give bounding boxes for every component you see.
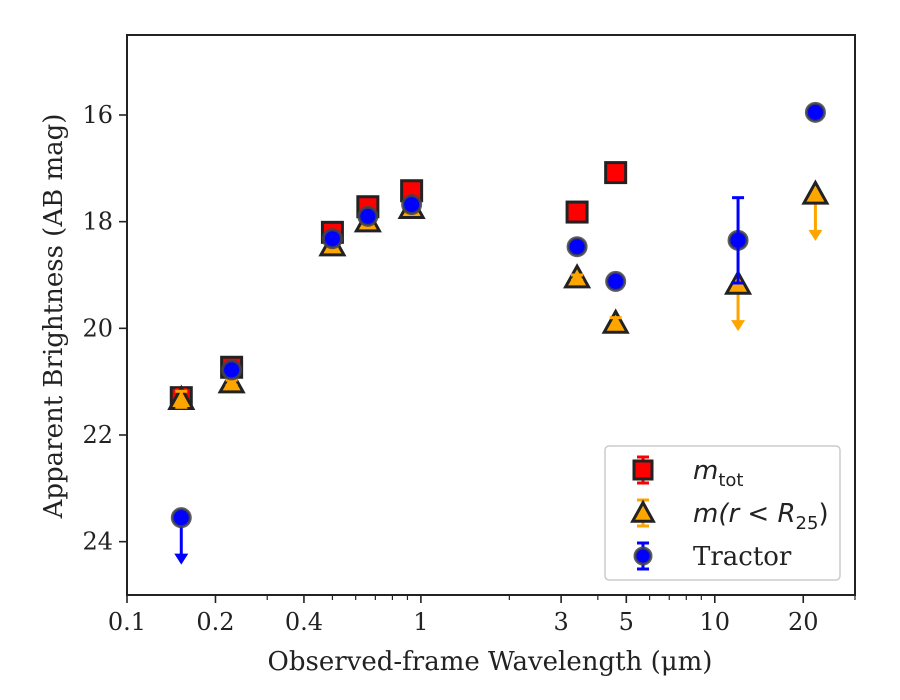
y-tick-label: 16 bbox=[82, 101, 113, 129]
data-point-circle bbox=[170, 507, 192, 529]
legend-label: m(r < R25) bbox=[693, 499, 829, 534]
y-tick-label: 20 bbox=[82, 314, 113, 342]
plot-frame bbox=[126, 34, 856, 596]
upper-limit-arrowhead bbox=[808, 229, 823, 241]
legend: mtot m(r < R25) Tractor bbox=[604, 445, 841, 581]
legend-label: mtot bbox=[693, 456, 743, 491]
x-tick-label: 0.2 bbox=[196, 608, 234, 636]
legend-entry: Tractor bbox=[633, 541, 792, 572]
x-tick-label: 3 bbox=[553, 608, 568, 636]
axes: 0.1 0.2 0.4 1 3 5 10 20 16 18 20 22 24 bbox=[82, 34, 856, 636]
x-tick-label: 5 bbox=[619, 608, 634, 636]
x-tick-label: 1 bbox=[413, 608, 428, 636]
upper-limit-arrowhead bbox=[731, 320, 746, 332]
y-tick-label: 24 bbox=[82, 528, 113, 556]
series-circle bbox=[170, 101, 826, 565]
legend-entry: m(r < R25) bbox=[630, 498, 829, 534]
data-point-triangle bbox=[801, 179, 830, 205]
x-tick-label: 0.1 bbox=[108, 608, 146, 636]
x-axis-label: Observed-frame Wavelength (μm) bbox=[268, 647, 713, 677]
legend-box bbox=[604, 445, 841, 581]
x-tick-label: 10 bbox=[700, 608, 731, 636]
legend-entry: mtot bbox=[632, 455, 743, 491]
y-tick-label: 22 bbox=[82, 421, 113, 449]
upper-limit-arrowhead bbox=[174, 553, 189, 565]
x-tick-label: 20 bbox=[788, 608, 819, 636]
series-triangle bbox=[167, 179, 830, 410]
legend-marker-circle bbox=[633, 546, 653, 566]
legend-label: Tractor bbox=[693, 542, 792, 572]
y-tick-label: 18 bbox=[82, 208, 113, 236]
y-axis-label: Apparent Brightness (AB mag) bbox=[39, 114, 69, 520]
plot-area bbox=[167, 101, 830, 565]
x-tick-label: 0.4 bbox=[285, 608, 323, 636]
legend-marker-square bbox=[632, 459, 654, 481]
legend-marker-triangle bbox=[630, 499, 656, 523]
